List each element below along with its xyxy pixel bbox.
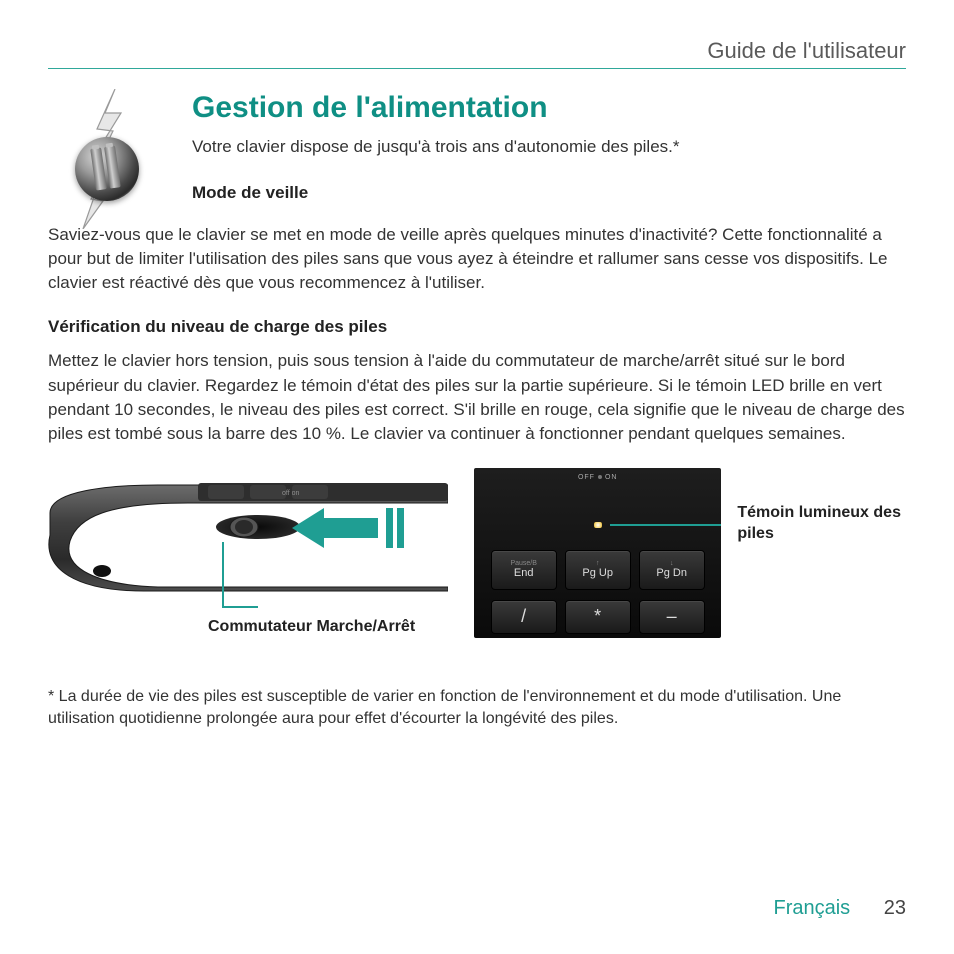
intro-text: Votre clavier dispose de jusqu'à trois a…	[192, 137, 906, 157]
sleep-heading: Mode de veille	[192, 183, 906, 203]
footer-page-number: 23	[884, 897, 906, 919]
page-title: Gestion de l'alimentation	[192, 91, 906, 125]
key-minus: –	[639, 600, 705, 634]
figures-row: off on Commutateur Marche/Arrêt OFFON	[48, 468, 906, 638]
figure-led: OFFON Pause/BEnd ↑Pg Up ↓Pg Dn / * – Tém…	[474, 468, 906, 638]
arrow-bars-icon	[386, 508, 404, 548]
led-caption: Témoin lumineux des piles	[737, 468, 906, 545]
switch-caption: Commutateur Marche/Arrêt	[208, 618, 448, 636]
check-body: Mettez le clavier hors tension, puis sou…	[48, 349, 906, 446]
key-slash: /	[491, 600, 557, 634]
key-star: *	[565, 600, 631, 634]
page-footer: Français 23	[773, 897, 906, 920]
key-pgup: ↑Pg Up	[565, 550, 631, 590]
header-bar: Guide de l'utilisateur	[48, 38, 906, 69]
led-icon	[594, 522, 602, 528]
key-end: Pause/BEnd	[491, 550, 557, 590]
footnote: * La durée de vie des piles est suscepti…	[48, 686, 906, 731]
arrow-icon	[292, 512, 378, 549]
sleep-body: Saviez-vous que le clavier se met en mod…	[48, 223, 906, 295]
off-on-label: OFFON	[474, 474, 721, 481]
callout-line-icon	[222, 542, 224, 606]
figure-switch: off on Commutateur Marche/Arrêt	[48, 468, 448, 636]
footer-language: Français	[773, 897, 850, 919]
title-row: Gestion de l'alimentation Votre clavier …	[48, 91, 906, 227]
battery-lightning-icon	[48, 91, 168, 227]
led-callout-line-icon	[610, 524, 721, 526]
key-pgdn: ↓Pg Dn	[639, 550, 705, 590]
svg-text:off on: off on	[282, 490, 299, 497]
keyboard-top-icon: OFFON Pause/BEnd ↑Pg Up ↓Pg Dn / * –	[474, 468, 721, 638]
header-title: Guide de l'utilisateur	[707, 38, 906, 64]
check-heading: Vérification du niveau de charge des pil…	[48, 317, 906, 337]
